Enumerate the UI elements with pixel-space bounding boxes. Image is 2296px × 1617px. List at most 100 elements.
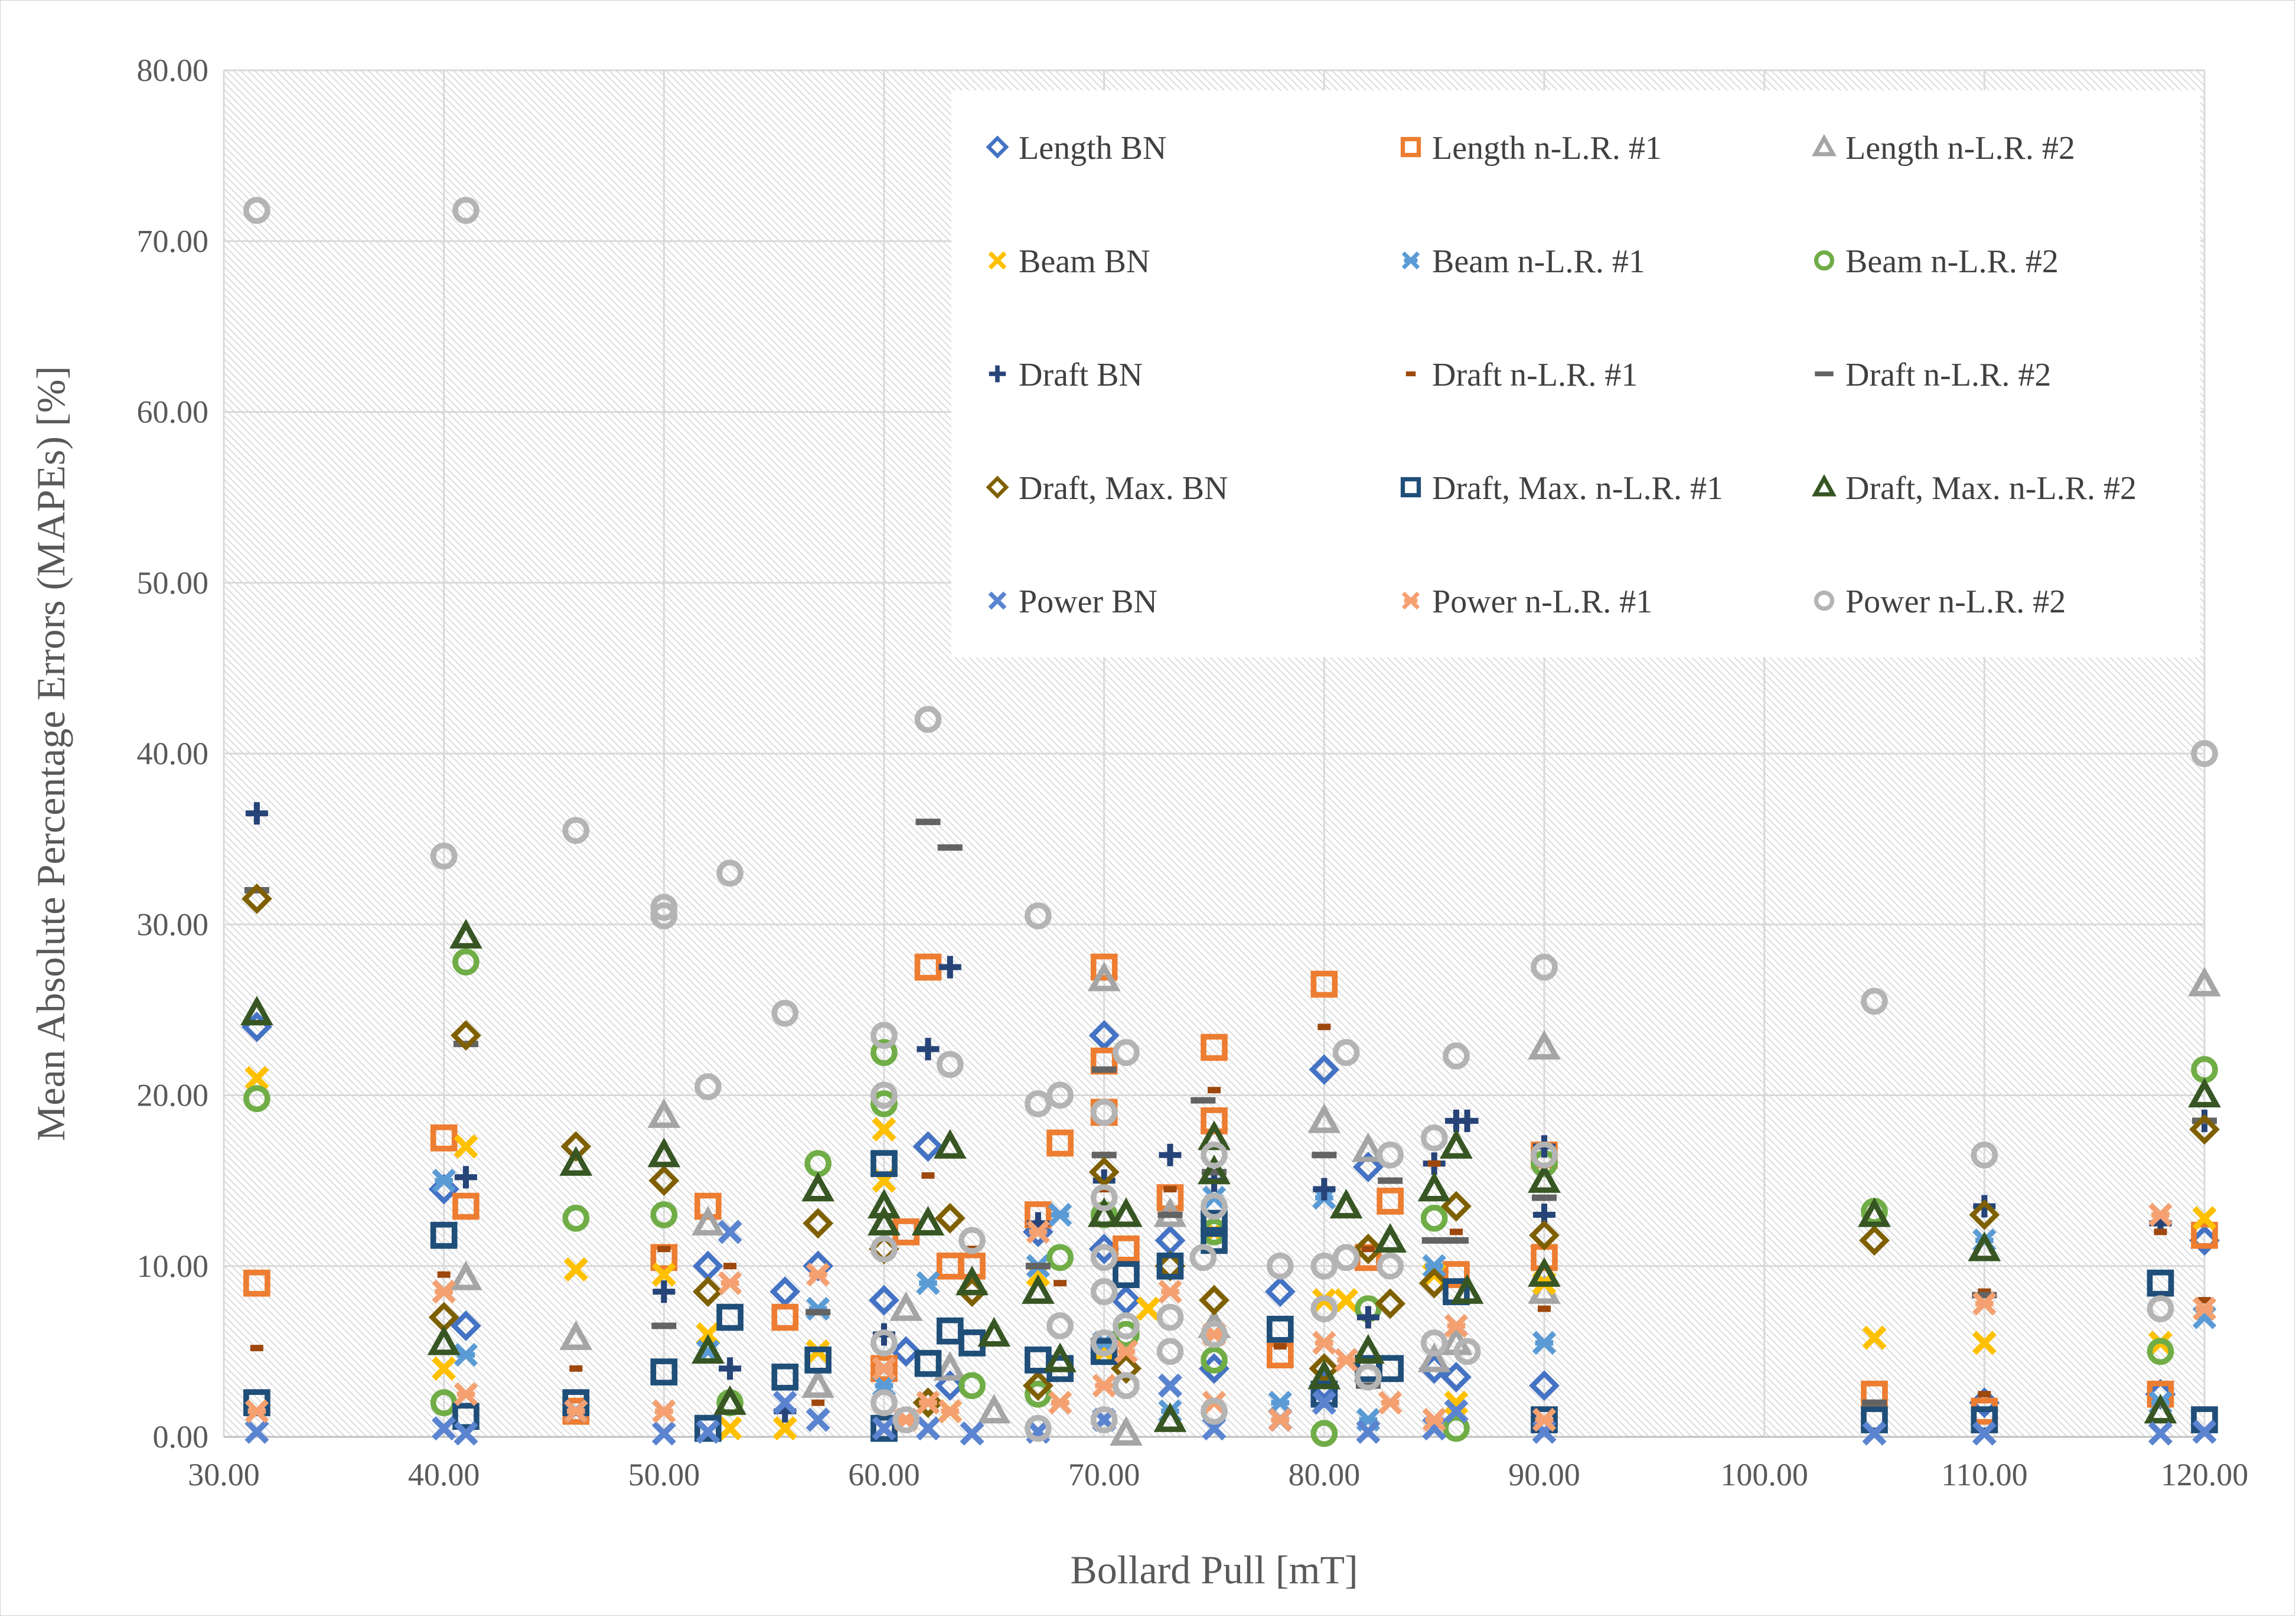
data-point bbox=[958, 1227, 986, 1254]
data-point bbox=[934, 1202, 966, 1234]
legend-item: Beam n-L.R. #2 bbox=[1814, 243, 2059, 280]
data-point bbox=[1352, 1152, 1384, 1182]
data-point bbox=[713, 1385, 746, 1415]
data-point bbox=[243, 197, 270, 224]
data-point bbox=[1531, 1141, 1558, 1169]
data-point bbox=[1420, 1204, 1448, 1232]
data-point bbox=[1114, 1339, 1139, 1364]
data-point bbox=[1312, 1390, 1336, 1415]
data-point bbox=[1156, 1338, 1184, 1365]
data-point bbox=[872, 1357, 896, 1381]
y-tick-label: 50.00 bbox=[137, 565, 209, 601]
data-point bbox=[1157, 1373, 1183, 1398]
data-point bbox=[452, 948, 480, 976]
data-point bbox=[454, 1166, 477, 1189]
data-point bbox=[917, 1038, 940, 1061]
data-point bbox=[1266, 1315, 1294, 1343]
data-point bbox=[1528, 1257, 1561, 1287]
data-point bbox=[719, 1357, 742, 1380]
data-point bbox=[1201, 1141, 1228, 1169]
data-point bbox=[1156, 1252, 1184, 1280]
data-point bbox=[1110, 1416, 1143, 1446]
data-point bbox=[1307, 1103, 1341, 1133]
data-point bbox=[1264, 1276, 1296, 1308]
data-point bbox=[1048, 1202, 1072, 1227]
data-point bbox=[1201, 1210, 1228, 1237]
data-point bbox=[560, 1131, 592, 1162]
data-point bbox=[692, 1205, 725, 1236]
data-point bbox=[647, 1137, 681, 1168]
data-point bbox=[889, 1291, 923, 1321]
data-point bbox=[452, 1403, 480, 1430]
legend-item: Beam BN bbox=[988, 243, 1150, 280]
legend-marker bbox=[988, 591, 1007, 610]
data-point bbox=[912, 1131, 944, 1162]
data-point bbox=[1972, 1421, 1997, 1446]
legend-item: Draft, Max. n-L.R. #2 bbox=[1812, 470, 2137, 507]
data-point bbox=[870, 1329, 898, 1357]
data-point bbox=[1309, 1353, 1340, 1384]
data-point bbox=[2147, 1295, 2174, 1322]
legend-item: Power n-L.R. #1 bbox=[1401, 583, 1652, 620]
data-point bbox=[1352, 1132, 1385, 1162]
data-point bbox=[1377, 1355, 1404, 1383]
legend-label: Length BN bbox=[1019, 130, 1166, 167]
data-point bbox=[805, 1407, 830, 1432]
data-point bbox=[915, 1416, 941, 1441]
y-tick-label: 70.00 bbox=[137, 223, 209, 259]
data-point bbox=[916, 1390, 940, 1415]
data-point bbox=[1201, 1034, 1228, 1061]
data-point bbox=[1022, 1274, 1055, 1304]
y-tick-label: 30.00 bbox=[137, 907, 209, 942]
data-point bbox=[650, 1201, 678, 1228]
data-point bbox=[432, 1356, 456, 1381]
data-point bbox=[1450, 1274, 1484, 1304]
data-point bbox=[562, 1204, 590, 1232]
data-point bbox=[1310, 1295, 1338, 1322]
data-point bbox=[243, 1085, 270, 1113]
series-power-n-l-r-2 bbox=[243, 197, 2218, 1442]
legend: Length BN Length n-L.R. #1 Length n-L.R. #… bbox=[951, 90, 2200, 657]
legend-label: Draft n-L.R. #2 bbox=[1845, 357, 2051, 393]
data-point bbox=[892, 1406, 920, 1433]
data-point bbox=[1309, 1054, 1340, 1085]
data-point bbox=[805, 1262, 830, 1287]
data-marks bbox=[240, 197, 2221, 1448]
data-point bbox=[1969, 1199, 2000, 1230]
data-point bbox=[1356, 1419, 1381, 1444]
data-point bbox=[769, 1276, 801, 1308]
x-axis-ticks: 30.00 40.00 50.00 60.00 70.00 80.00 90.00 100.0… bbox=[188, 1457, 2248, 1492]
data-point bbox=[454, 1421, 478, 1446]
data-point bbox=[771, 999, 799, 1027]
legend-marker bbox=[1400, 136, 1421, 158]
data-point bbox=[1201, 1347, 1228, 1374]
legend-item: Length BN bbox=[986, 130, 1166, 167]
data-point bbox=[2188, 966, 2221, 997]
data-point bbox=[1440, 1129, 1473, 1159]
data-point bbox=[1453, 1338, 1481, 1365]
data-point bbox=[1046, 1244, 1074, 1272]
data-point bbox=[911, 1205, 945, 1236]
legend-box bbox=[951, 90, 2200, 657]
data-point bbox=[716, 1303, 743, 1331]
data-point bbox=[1456, 1109, 1479, 1132]
data-point bbox=[718, 1271, 742, 1295]
data-point bbox=[1355, 1363, 1382, 1391]
data-point bbox=[914, 1349, 942, 1377]
data-point bbox=[1092, 1373, 1116, 1398]
data-point bbox=[1971, 1141, 1998, 1169]
data-point bbox=[1532, 1331, 1557, 1355]
data-point bbox=[450, 1020, 481, 1051]
data-point bbox=[1113, 1321, 1140, 1348]
data-point bbox=[562, 817, 590, 844]
data-point bbox=[1375, 1288, 1406, 1319]
data-point bbox=[1968, 1231, 2001, 1261]
data-point bbox=[1862, 1421, 1887, 1446]
data-point bbox=[2188, 1077, 2221, 1108]
data-point bbox=[2192, 1296, 2217, 1321]
data-point bbox=[801, 1172, 835, 1202]
data-point bbox=[1156, 1303, 1184, 1331]
legend-item: Length n-L.R. #1 bbox=[1400, 130, 1662, 167]
data-point bbox=[564, 1399, 588, 1423]
